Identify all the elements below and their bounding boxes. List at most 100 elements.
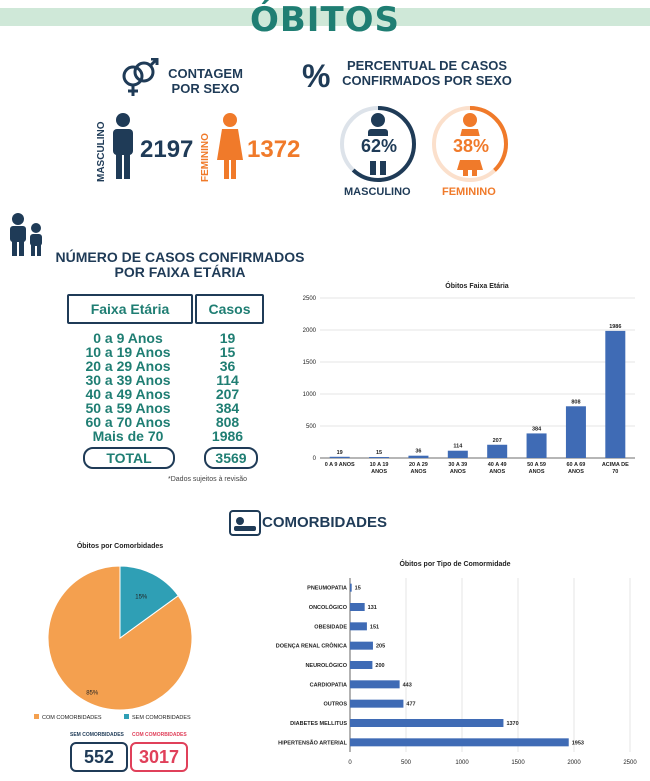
com-label: COM COMORBIDADES (132, 732, 187, 738)
x-tick-label: 10 A 19 ANOS (370, 462, 389, 475)
x-tick-label: 1000 (455, 760, 469, 766)
bar (565, 406, 586, 458)
y-tick-label: DOENÇA RENAL CRÔNICA (276, 642, 347, 650)
bar (350, 680, 400, 689)
total-label: TOTAL (83, 447, 175, 469)
bar (605, 330, 626, 458)
female-icon (217, 113, 243, 179)
comorbidade-tipo-chart: Óbitos por Tipo de Comormidade 0 500 1000 15… (276, 559, 638, 766)
y-tick-label: 0 (313, 456, 317, 462)
x-tick-label: 2500 (623, 760, 637, 766)
x-tick-label: 40 A 49 ANOS (488, 462, 507, 475)
data-label: 808 (571, 399, 580, 405)
data-label: 205 (376, 644, 385, 650)
data-label: 114 (453, 444, 463, 450)
bar (408, 455, 429, 458)
col-header-casos: Casos (195, 294, 264, 324)
masculino-pct: 62% (361, 136, 398, 157)
masculino-vertical-label: MASCULINO (96, 121, 107, 182)
faixa-etaria-chart: Óbitos Faixa Etária 0 500 1000 1500 2000 2500 1… (303, 281, 635, 475)
x-tick-label: 500 (401, 760, 412, 766)
bar (350, 603, 365, 611)
faixa-cell: 0 a 9 Anos (93, 330, 163, 346)
bar (350, 641, 373, 650)
contagem-title: CONTAGEM POR SEXO (168, 66, 243, 96)
y-tick-label: NEUROLÓGICO (305, 661, 347, 669)
y-tick-label: OUTROS (323, 702, 347, 708)
com-comorbidades-value: 3017 (130, 742, 188, 772)
feminino-count: 1372 (247, 136, 301, 163)
faixa-title: NÚMERO DE CASOS CONFIRMADOS POR FAIXA ET… (55, 249, 305, 280)
bar (369, 457, 390, 458)
total-value: 3569 (204, 447, 258, 469)
x-tick-label: 30 A 39 ANOS (448, 462, 467, 475)
data-label: 384 (532, 426, 542, 432)
faixa-cell: 20 a 29 Anos (85, 358, 171, 374)
gender-icon (122, 58, 159, 96)
faixa-cell: 40 a 49 Anos (85, 386, 171, 402)
people-icon (10, 213, 42, 256)
legend-com: COM COMORBIDADES (42, 715, 102, 721)
bar (350, 699, 404, 708)
data-label: 19 (337, 450, 343, 456)
casos-cell: 207 (215, 386, 240, 402)
y-tick-label: 1500 (303, 360, 317, 366)
masculino-count: 2197 (140, 136, 194, 163)
y-tick-label: 2500 (303, 296, 317, 302)
title-banner (0, 8, 650, 26)
legend-swatch-com (34, 714, 39, 719)
bar (350, 622, 367, 631)
chart-title: Óbitos por Comorbidades (77, 541, 163, 550)
percentual-title: PERCENTUAL DE CASOS CONFIRMADOS POR SEXO (342, 58, 512, 88)
faixa-cell: 30 a 39 Anos (85, 372, 171, 388)
y-tick-label: 2000 (303, 328, 317, 334)
faixa-cell: Mais de 70 (92, 428, 164, 444)
y-tick-label: CARDIOPATIA (310, 682, 347, 688)
y-tick-label: HIPERTENSÃO ARTERIAL (278, 739, 347, 746)
patient-bed-icon (229, 510, 261, 536)
feminino-vertical-label: FEMININO (200, 133, 211, 182)
data-label: 15 (355, 586, 361, 592)
y-tick-label: DIABETES MELLITUS (290, 721, 347, 727)
data-label: 131 (368, 605, 377, 611)
casos-cell: 36 (219, 358, 236, 374)
comorbidades-pie-chart: Óbitos por Comorbidades 85% 15% COM COMORBI… (34, 541, 193, 721)
bar (329, 456, 350, 458)
y-tick-label: ONCOLÓGICO (309, 603, 348, 611)
data-label: 151 (370, 624, 379, 630)
x-tick-label: 50 A 59 ANOS (527, 462, 546, 475)
data-label: 36 (415, 449, 421, 455)
x-tick-label: 20 A 29 ANOS (409, 462, 428, 475)
casos-cell: 19 (219, 330, 236, 346)
comorbidades-title: COMORBIDADES (262, 514, 388, 531)
bar (350, 719, 504, 727)
data-label: 207 (493, 438, 502, 444)
data-label: 443 (403, 682, 412, 688)
x-tick-label: 0 A 9 ANOS (325, 462, 355, 468)
y-tick-label: PNEUMOPATIA (307, 586, 347, 592)
chart-title: Óbitos Faixa Etária (445, 281, 509, 290)
pie-label: 15% (135, 594, 148, 600)
data-label: 477 (406, 702, 415, 708)
y-tick-label: 500 (306, 424, 317, 430)
revision-note: *Dados sujeitos à revisão (168, 476, 247, 483)
data-label: 1953 (572, 740, 584, 746)
faixa-cell: 10 a 19 Anos (85, 344, 171, 360)
sem-comorbidades-value: 552 (70, 742, 128, 772)
sem-label: SEM COMORBIDADES (70, 732, 124, 738)
x-tick-label: 2000 (567, 760, 581, 766)
data-label: 200 (375, 663, 384, 669)
x-tick-label: 0 (348, 760, 352, 766)
y-tick-label: OBESIDADE (314, 624, 347, 630)
bar (350, 583, 352, 592)
percent-icon: % (302, 58, 331, 94)
data-label: 1370 (506, 721, 518, 727)
data-label: 15 (376, 450, 382, 456)
faixa-cell: 60 a 70 Anos (85, 414, 171, 430)
bar (350, 661, 373, 669)
pie-slice (119, 565, 179, 639)
casos-cell: 114 (216, 372, 239, 388)
bar (447, 450, 468, 458)
bar (350, 738, 569, 747)
legend-sem: SEM COMORBIDADES (132, 715, 191, 721)
